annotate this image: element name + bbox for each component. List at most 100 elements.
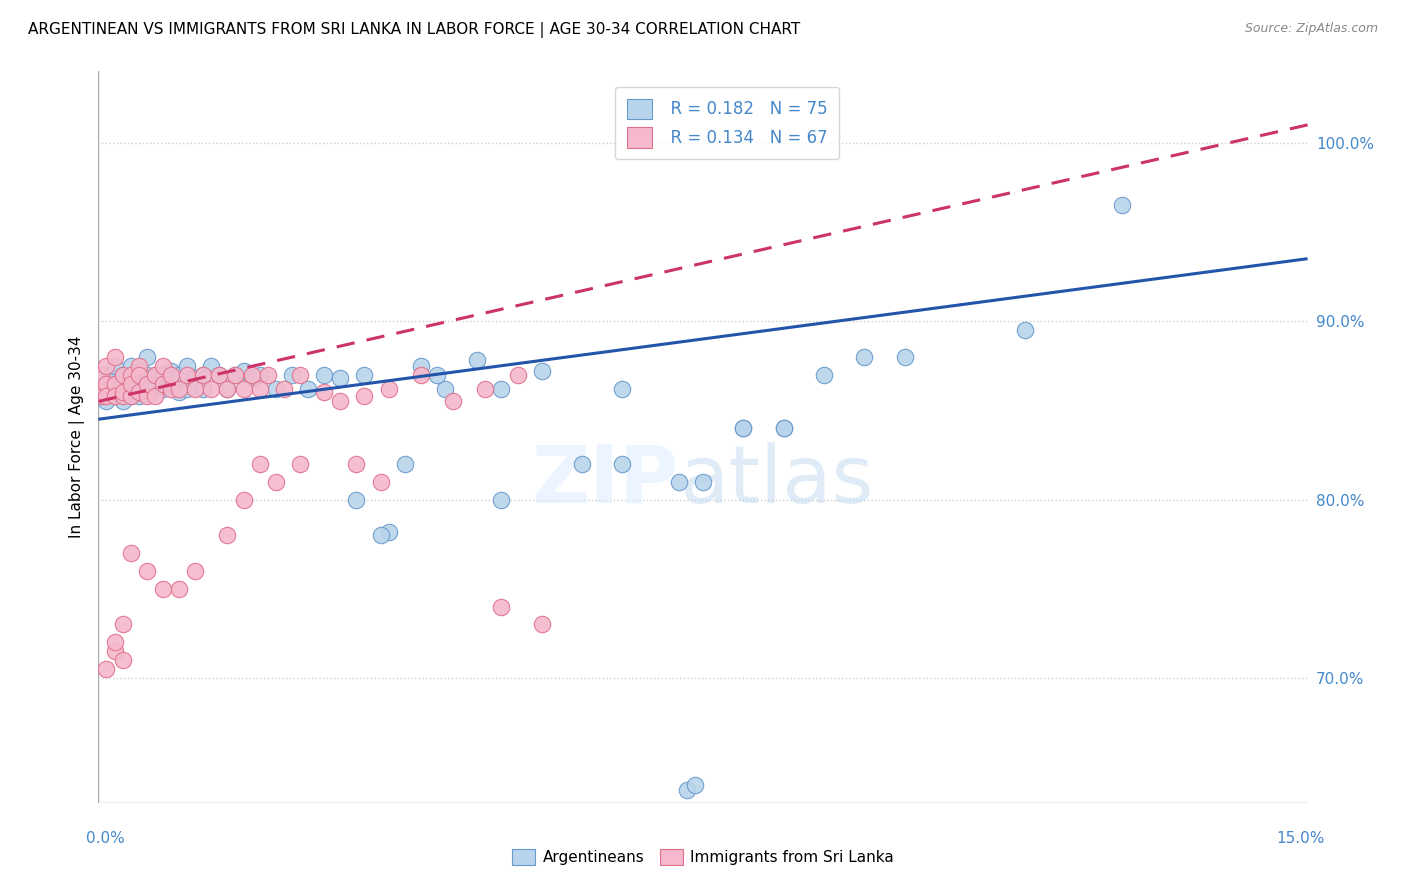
- Point: [612, 457, 634, 471]
- Point: [103, 350, 125, 364]
- Point: [184, 371, 207, 385]
- Point: [530, 364, 553, 378]
- Point: [474, 382, 496, 396]
- Point: [683, 778, 706, 792]
- Point: [128, 385, 150, 400]
- Point: [184, 382, 207, 396]
- Point: [143, 368, 166, 382]
- Point: [772, 421, 794, 435]
- Point: [89, 385, 111, 400]
- Point: [143, 368, 166, 382]
- Point: [184, 564, 207, 578]
- Text: 0.0%: 0.0%: [86, 831, 125, 846]
- Point: [813, 368, 835, 382]
- Point: [128, 389, 150, 403]
- Point: [297, 382, 319, 396]
- Point: [434, 382, 457, 396]
- Point: [111, 394, 134, 409]
- Point: [111, 385, 134, 400]
- Point: [224, 368, 246, 382]
- Point: [409, 368, 432, 382]
- Point: [612, 382, 634, 396]
- Point: [377, 382, 399, 396]
- Point: [128, 368, 150, 382]
- Point: [344, 457, 367, 471]
- Point: [491, 599, 513, 614]
- Point: [100, 368, 122, 382]
- Point: [314, 385, 336, 400]
- Point: [143, 389, 166, 403]
- Point: [103, 376, 125, 391]
- Point: [96, 662, 118, 676]
- Point: [491, 492, 513, 507]
- Point: [90, 385, 112, 400]
- Point: [152, 376, 174, 391]
- Point: [232, 364, 254, 378]
- Point: [240, 371, 263, 385]
- Point: [152, 359, 174, 373]
- Point: [111, 368, 134, 382]
- Point: [167, 582, 190, 596]
- Point: [96, 394, 118, 409]
- Point: [103, 389, 125, 403]
- Legend: Argentineans, Immigrants from Sri Lanka: Argentineans, Immigrants from Sri Lanka: [506, 843, 900, 871]
- Point: [120, 359, 142, 373]
- Point: [676, 783, 699, 797]
- Point: [167, 382, 190, 396]
- Point: [256, 368, 278, 382]
- Point: [217, 382, 239, 396]
- Point: [128, 359, 150, 373]
- Point: [249, 382, 271, 396]
- Point: [135, 564, 157, 578]
- Point: [329, 394, 352, 409]
- Point: [135, 368, 157, 382]
- Text: atlas: atlas: [679, 442, 873, 520]
- Point: [152, 582, 174, 596]
- Text: ARGENTINEAN VS IMMIGRANTS FROM SRI LANKA IN LABOR FORCE | AGE 30-34 CORRELATION : ARGENTINEAN VS IMMIGRANTS FROM SRI LANKA…: [28, 22, 800, 38]
- Point: [344, 492, 367, 507]
- Point: [224, 368, 246, 382]
- Point: [232, 492, 254, 507]
- Point: [128, 385, 150, 400]
- Point: [120, 368, 142, 382]
- Point: [120, 389, 142, 403]
- Point: [120, 376, 142, 391]
- Point: [264, 475, 287, 489]
- Point: [200, 359, 222, 373]
- Point: [249, 457, 271, 471]
- Point: [167, 385, 190, 400]
- Point: [733, 421, 755, 435]
- Point: [329, 371, 352, 385]
- Point: [506, 368, 529, 382]
- Point: [1014, 323, 1036, 337]
- Point: [120, 389, 142, 403]
- Point: [772, 421, 794, 435]
- Point: [96, 359, 118, 373]
- Point: [491, 382, 513, 396]
- Point: [370, 528, 392, 542]
- Point: [111, 653, 134, 667]
- Point: [135, 389, 157, 403]
- Point: [111, 389, 134, 403]
- Point: [249, 368, 271, 382]
- Point: [353, 368, 375, 382]
- Point: [273, 382, 295, 396]
- Point: [409, 359, 432, 373]
- Text: ZIP: ZIP: [531, 442, 679, 520]
- Point: [692, 475, 714, 489]
- Point: [176, 382, 198, 396]
- Point: [208, 368, 231, 382]
- Point: [426, 368, 449, 382]
- Point: [91, 389, 114, 403]
- Point: [96, 382, 118, 396]
- Point: [135, 382, 157, 396]
- Point: [193, 368, 215, 382]
- Point: [111, 617, 134, 632]
- Point: [733, 421, 755, 435]
- Point: [893, 350, 915, 364]
- Point: [176, 368, 198, 382]
- Text: 15.0%: 15.0%: [1277, 831, 1324, 846]
- Point: [193, 368, 215, 382]
- Point: [377, 524, 399, 539]
- Point: [208, 368, 231, 382]
